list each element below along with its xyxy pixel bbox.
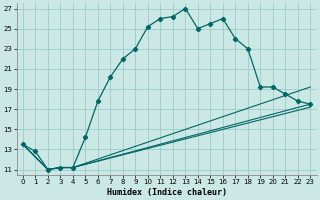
- X-axis label: Humidex (Indice chaleur): Humidex (Indice chaleur): [107, 188, 227, 197]
